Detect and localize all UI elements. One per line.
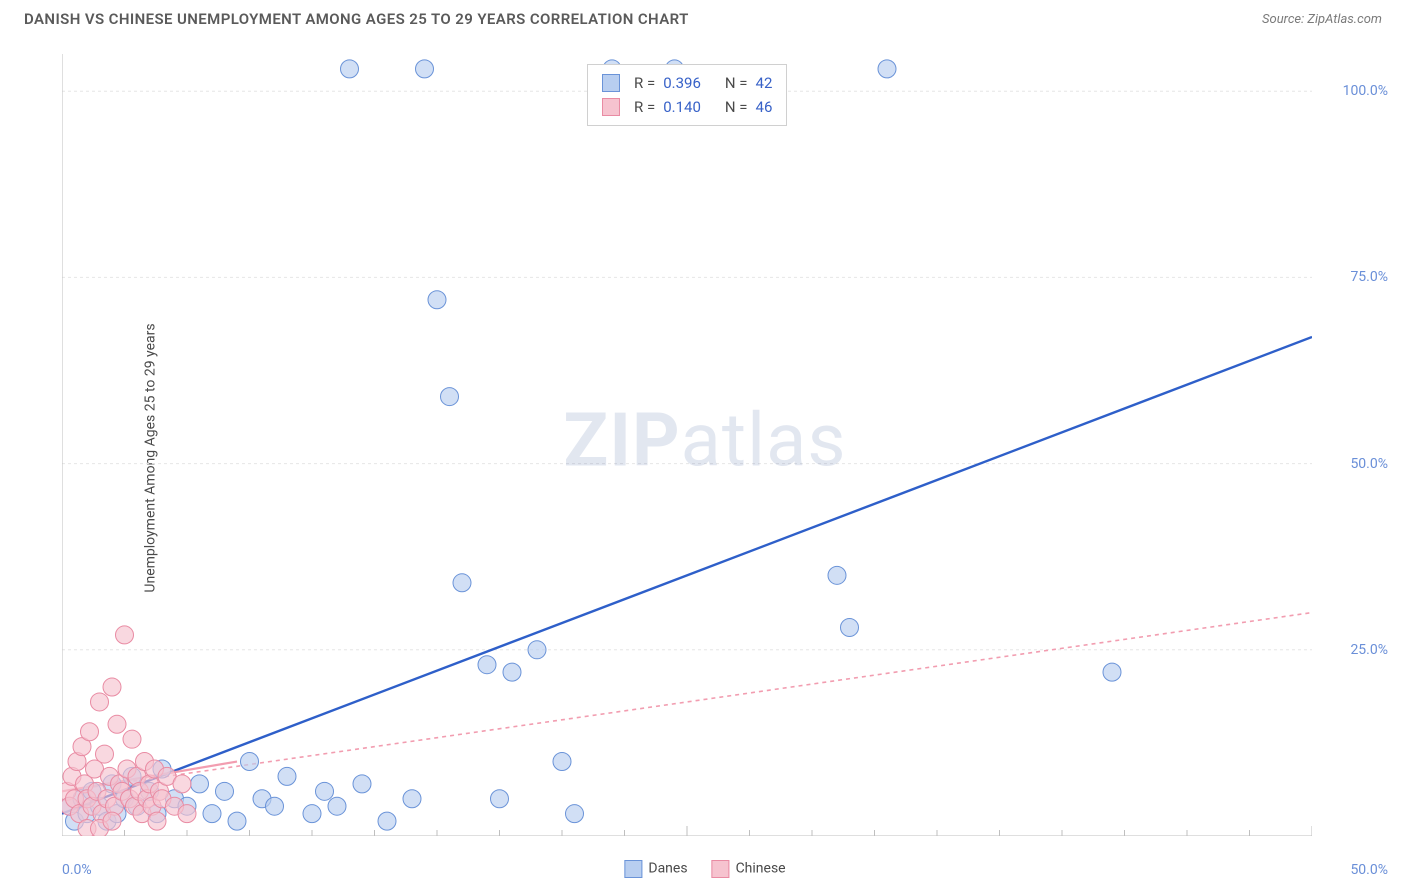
- chart-container: Unemployment Among Ages 25 to 29 years Z…: [22, 42, 1388, 874]
- r-value: 0.396: [663, 71, 701, 95]
- legend-label: Chinese: [736, 861, 786, 877]
- stats-legend: R = 0.396 N = 42 R = 0.140 N = 46: [587, 64, 787, 126]
- stats-swatch: [602, 98, 620, 116]
- series-legend: Danes Chinese: [624, 860, 785, 878]
- legend-swatch: [624, 860, 642, 878]
- y-tick-label: 75.0%: [1350, 269, 1388, 285]
- x-tick-min: 0.0%: [62, 862, 92, 878]
- n-label: N =: [725, 71, 748, 95]
- y-tick-label: 50.0%: [1350, 456, 1388, 472]
- legend-item: Chinese: [712, 860, 786, 878]
- x-tick-max: 50.0%: [1350, 862, 1388, 878]
- source-label: Source: ZipAtlas.com: [1262, 12, 1382, 27]
- n-value: 42: [756, 71, 773, 95]
- r-label: R =: [634, 71, 655, 95]
- y-tick-label: 100.0%: [1343, 83, 1388, 99]
- r-value: 0.140: [663, 95, 701, 119]
- stats-row: R = 0.140 N = 46: [602, 95, 772, 119]
- stats-row: R = 0.396 N = 42: [602, 71, 772, 95]
- n-label: N =: [725, 95, 748, 119]
- header: DANISH VS CHINESE UNEMPLOYMENT AMONG AGE…: [0, 0, 1406, 32]
- y-tick-label: 25.0%: [1350, 642, 1388, 658]
- r-label: R =: [634, 95, 655, 119]
- n-value: 46: [756, 95, 773, 119]
- legend-swatch: [712, 860, 730, 878]
- scatter-plot: [62, 54, 1312, 836]
- legend-item: Danes: [624, 860, 687, 878]
- stats-swatch: [602, 74, 620, 92]
- legend-label: Danes: [648, 861, 687, 877]
- chart-title: DANISH VS CHINESE UNEMPLOYMENT AMONG AGE…: [24, 10, 689, 28]
